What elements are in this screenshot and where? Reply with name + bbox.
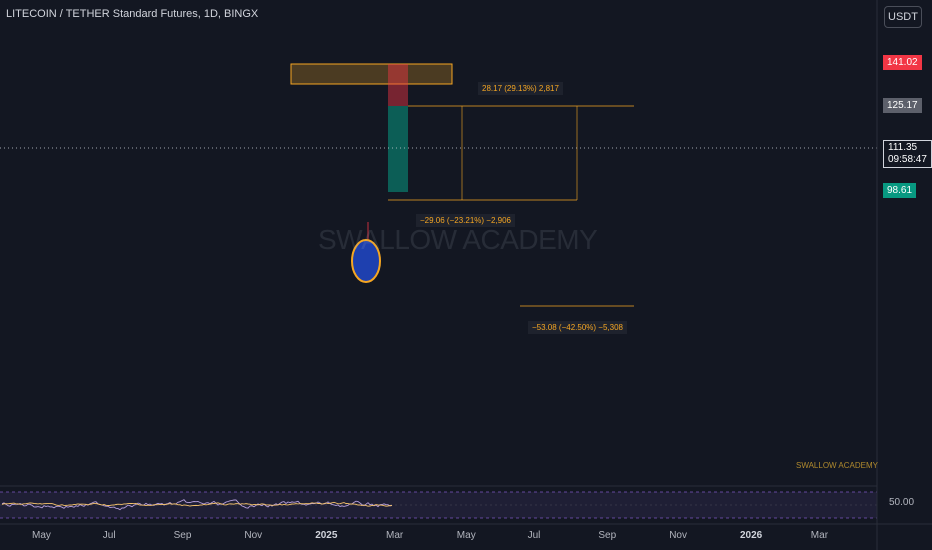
rsi-tick-label: 50.00: [889, 497, 915, 508]
time-tick-label: Mar: [810, 530, 829, 541]
rsi-signal-line: [1, 501, 393, 507]
rsi-line: [1, 499, 393, 511]
countdown: 09:58:47: [888, 154, 927, 165]
time-tick-label: Nov: [669, 530, 687, 541]
time-tick-label: Mar: [386, 530, 404, 541]
current-price: 111.35: [888, 142, 918, 153]
time-tick-label: 2026: [740, 530, 763, 541]
time-tick-label: Jul: [102, 530, 116, 541]
resistance-zone: [290, 63, 453, 85]
time-tick-label: Jul: [527, 530, 541, 541]
time-tick-label: Nov: [244, 530, 263, 541]
time-tick-label: Sep: [598, 530, 617, 541]
short-target-zone: [388, 106, 408, 192]
time-tick-label: Sep: [173, 530, 192, 541]
time-tick-label: 2025: [315, 530, 338, 541]
annotation-marks: [0, 105, 877, 307]
time-tick-label: May: [32, 530, 51, 541]
highlight-circle: [351, 239, 381, 283]
chart-title: LITECOIN / TETHER Standard Futures, 1D, …: [6, 8, 259, 20]
watermark: SWALLOW ACADEMY: [318, 224, 598, 255]
short-stop-zone: [388, 64, 408, 106]
price-tag-141: 141.02: [883, 55, 922, 70]
current-price-tag: 111.35 09:58:47: [883, 140, 932, 168]
rsi-line: [1, 499, 393, 511]
time-tick-label: May: [456, 530, 476, 541]
currency-button[interactable]: USDT: [884, 6, 922, 28]
rsi-pane: [0, 491, 877, 519]
zones: [290, 63, 453, 192]
watermark-small: SWALLOW ACADEMY: [796, 461, 878, 470]
price-tag-125: 125.17: [883, 98, 922, 113]
mid-measure-label: −29.06 (−23.21%) −2,906: [416, 214, 515, 227]
price-tag-98: 98.61: [883, 183, 917, 198]
up-measure-label: 28.17 (29.13%) 2,817: [478, 82, 563, 95]
low-measure-label: −53.08 (−42.50%) −5,308: [528, 321, 627, 334]
